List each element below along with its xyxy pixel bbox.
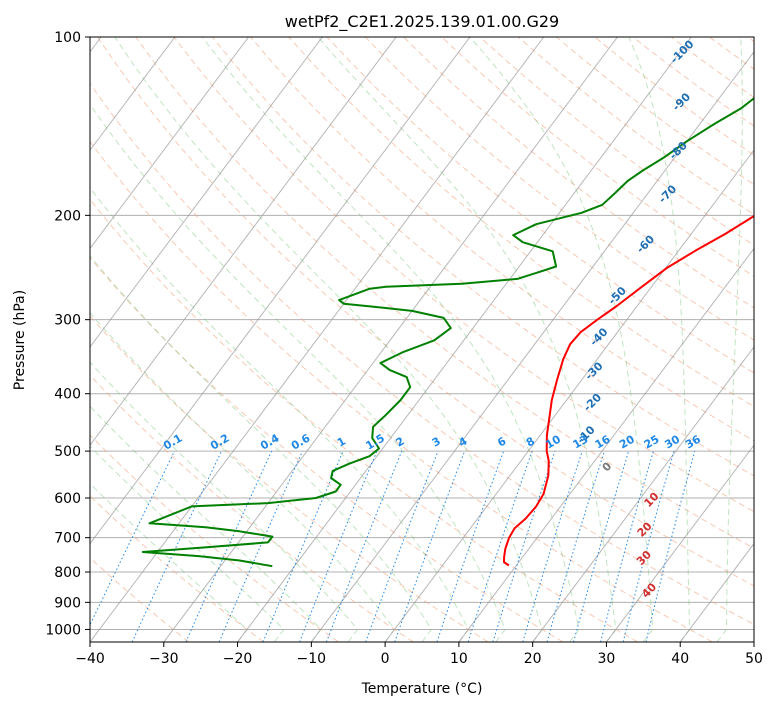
axis-ticks: −40 −30 −20 −10 0 10 20 30 40 50 1000 900 800 700 600 5… (45, 30, 763, 667)
background-lines (90, 37, 754, 642)
isotherm (90, 37, 471, 545)
moist-adiabat (90, 445, 285, 642)
mixing-ratio-line (365, 450, 439, 642)
dry-adiabat (211, 37, 754, 477)
mixing-ratio-line (394, 450, 466, 642)
y-tick-label: 800 (54, 565, 81, 581)
mixing-ratio-line (600, 450, 654, 642)
y-tick-label: 400 (54, 387, 81, 403)
mixing-ratio-line (262, 450, 344, 642)
x-tick-label: 40 (671, 651, 689, 667)
dry-adiabat (364, 37, 754, 341)
y-tick-label: 500 (54, 444, 81, 460)
mixing-ratio-line (492, 450, 556, 642)
dry-adiabat (403, 37, 754, 309)
mixing-ratio-line (467, 450, 533, 642)
moist-adiabat (90, 482, 248, 642)
dry-adiabat (90, 256, 564, 642)
dry-adiabat (90, 82, 754, 625)
mixing-ratio-line (573, 450, 630, 642)
mixing-ratio-line (546, 450, 605, 642)
moist-adiabat (716, 37, 743, 642)
dry-adiabat (90, 140, 713, 642)
mixing-ratio-line (299, 450, 378, 642)
mixing-ratio-line (522, 450, 583, 642)
x-tick-label: 10 (450, 651, 468, 667)
moist-adiabat (201, 37, 580, 642)
isotherm (90, 37, 250, 250)
moist-adiabat (114, 37, 543, 642)
dry-adiabat (97, 37, 754, 587)
chart-title: wetPf2_C2E1.2025.139.01.00.G29 (285, 12, 559, 32)
isotherm (90, 37, 545, 642)
isotherm (753, 641, 754, 642)
dry-adiabat (250, 37, 754, 442)
isotherm (163, 37, 618, 642)
mixing-ratio-line (185, 450, 273, 642)
dry-adiabat (90, 198, 639, 642)
isotherm (90, 37, 323, 348)
temperature-profile (503, 214, 754, 567)
plot-background (90, 37, 754, 642)
x-tick-label: −10 (297, 651, 327, 667)
moist-adiabat (628, 37, 691, 642)
isotherm (458, 247, 754, 642)
mixing-ratio-line (218, 450, 303, 642)
x-axis-label: Temperature (°C) (361, 681, 483, 697)
x-tick-label: −20 (223, 651, 253, 667)
mixing-ratio-line (645, 450, 696, 642)
mixing-ratio-line (622, 450, 675, 642)
mixing-ratio-line (325, 450, 403, 642)
y-tick-label: 900 (54, 595, 81, 611)
x-tick-label: −30 (149, 651, 179, 667)
dewpoint-profile (141, 96, 754, 568)
isotherm (310, 50, 754, 642)
moist-adiabat (469, 37, 654, 642)
mixing-ratio-line (436, 450, 505, 642)
y-tick-label: 200 (54, 208, 81, 224)
y-tick-label: 300 (54, 313, 81, 329)
moist-adiabat (90, 312, 396, 642)
y-tick-label: 1000 (45, 622, 81, 638)
series-layer (141, 96, 754, 568)
dry-adiabat (173, 37, 754, 513)
moist-adiabat (90, 255, 433, 642)
plot-frame (89, 36, 755, 643)
y-tick-label: 100 (54, 30, 81, 46)
isotherm (532, 346, 754, 642)
isotherm (606, 444, 754, 642)
y-tick-label: 700 (54, 531, 81, 547)
moist-adiabat (90, 187, 469, 642)
y-tick-label: 600 (54, 491, 81, 507)
dry-adiabat (90, 374, 414, 642)
isotherm (384, 149, 754, 642)
moist-adiabat (90, 361, 359, 642)
y-axis-label: Pressure (hPa) (12, 290, 28, 390)
x-tick-label: 0 (381, 651, 390, 667)
x-tick-label: 50 (745, 651, 763, 667)
x-tick-label: −40 (75, 651, 105, 667)
moist-adiabat (317, 37, 617, 642)
x-tick-label: 30 (598, 651, 616, 667)
x-tick-label: 20 (524, 651, 542, 667)
isotherm (90, 37, 176, 152)
isotherm (237, 37, 692, 642)
moist-adiabat (90, 405, 322, 642)
isotherm (90, 37, 397, 447)
